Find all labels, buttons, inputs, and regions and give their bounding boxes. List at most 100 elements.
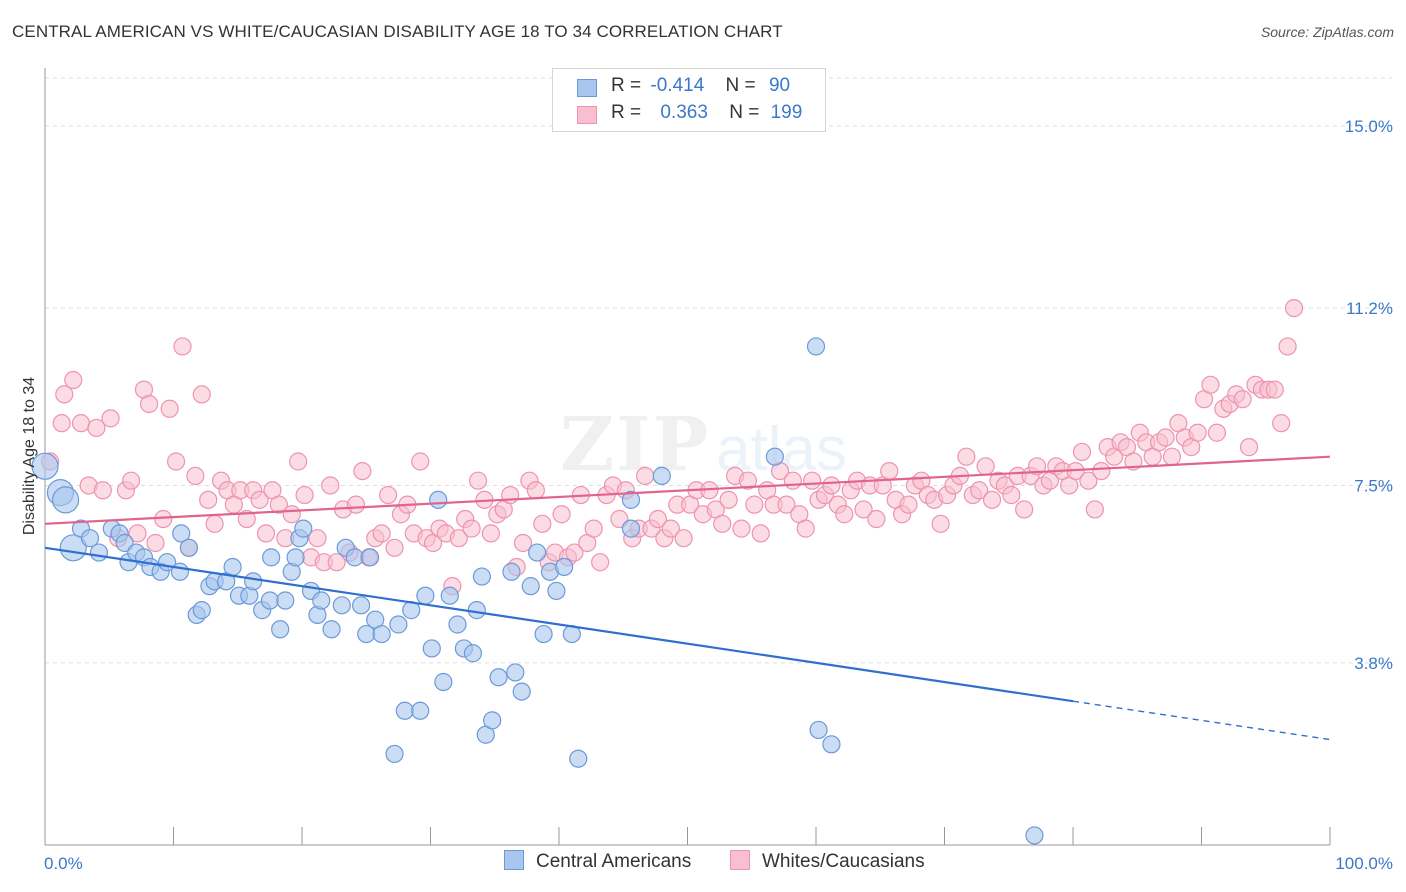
data-point-central-americans: [170, 562, 190, 581]
data-point-central-americans: [528, 543, 547, 562]
bottom-legend-label: Central Americans: [536, 851, 692, 872]
data-point-whites-caucasians: [501, 485, 520, 505]
data-point-whites-caucasians: [250, 490, 269, 509]
data-point-whites-caucasians: [777, 495, 796, 514]
legend-swatch-pink: [577, 106, 597, 124]
data-point-whites-caucasians: [1085, 500, 1104, 519]
data-point-central-americans: [422, 639, 441, 658]
bottom-legend-whites-caucasians: Whites/Caucasians: [730, 850, 925, 873]
stats-legend: R = -0.414 N = 90 R = 0.363 N = 199: [552, 68, 826, 132]
source-label: Source: ZipAtlas.com: [1260, 24, 1394, 40]
data-point-whites-caucasians: [71, 414, 91, 433]
legend-r-value: 0.363: [660, 102, 708, 123]
data-point-whites-caucasians: [1233, 390, 1252, 409]
data-point-central-americans: [395, 701, 414, 720]
data-point-central-americans: [89, 543, 109, 562]
data-point-whites-caucasians: [565, 543, 584, 562]
data-point-central-americans: [223, 557, 242, 577]
data-point-whites-caucasians: [186, 466, 205, 485]
data-point-whites-caucasians: [719, 490, 738, 509]
central-americans-points: [31, 337, 1044, 845]
data-point-central-americans: [192, 601, 211, 620]
data-point-whites-caucasians: [295, 485, 314, 505]
bottom-legend-swatch-blue: [504, 850, 524, 870]
data-point-whites-caucasians: [931, 514, 950, 533]
data-point-whites-caucasians: [385, 538, 404, 557]
data-point-whites-caucasians: [1015, 500, 1034, 519]
legend-n-label: N =: [729, 102, 760, 123]
chart-title: CENTRAL AMERICAN VS WHITE/CAUCASIAN DISA…: [12, 22, 783, 41]
data-point-whites-caucasians: [982, 490, 1002, 509]
data-point-whites-caucasians: [552, 505, 571, 524]
legend-n-value: 90: [768, 75, 791, 96]
data-point-whites-caucasians: [533, 514, 552, 533]
data-point-whites-caucasians: [1278, 337, 1297, 356]
data-point-central-americans: [312, 591, 331, 610]
trend-line-central-americans-extension: [1072, 700, 1331, 741]
data-point-central-americans: [440, 586, 459, 605]
data-point-whites-caucasians: [87, 418, 106, 438]
data-point-whites-caucasians: [237, 509, 256, 529]
data-point-whites-caucasians: [854, 500, 873, 519]
data-point-central-americans: [51, 486, 80, 514]
data-point-whites-caucasians: [899, 495, 918, 514]
data-point-whites-caucasians: [121, 471, 141, 490]
legend-r-value: -0.414: [650, 75, 705, 96]
data-point-central-americans: [294, 519, 313, 538]
data-point-whites-caucasians: [526, 481, 545, 500]
data-point-central-americans: [506, 663, 525, 682]
data-point-whites-caucasians: [139, 394, 159, 414]
data-point-central-americans: [260, 591, 279, 610]
data-point-whites-caucasians: [449, 529, 468, 548]
data-point-whites-caucasians: [1265, 380, 1284, 399]
data-point-whites-caucasians: [353, 461, 372, 481]
data-point-whites-caucasians: [822, 476, 841, 495]
data-point-central-americans: [521, 577, 540, 596]
data-point-central-americans: [322, 620, 341, 639]
data-point-whites-caucasians: [1079, 471, 1098, 490]
data-point-whites-caucasians: [1239, 438, 1259, 457]
data-point-whites-caucasians: [64, 370, 83, 390]
data-point-central-americans: [555, 557, 574, 577]
data-point-whites-caucasians: [1272, 414, 1291, 433]
bottom-legend-central-americans: Central Americans: [504, 850, 691, 873]
data-point-central-americans: [1025, 826, 1044, 845]
data-point-whites-caucasians: [745, 495, 764, 514]
data-point-whites-caucasians: [635, 466, 655, 485]
trend-lines: [44, 455, 1331, 741]
data-point-whites-caucasians: [1156, 428, 1175, 447]
data-point-whites-caucasians: [93, 481, 112, 500]
data-point-central-americans: [569, 749, 588, 768]
data-point-central-americans: [332, 596, 351, 615]
data-point-whites-caucasians: [1284, 299, 1304, 318]
data-point-whites-caucasians: [1162, 447, 1182, 466]
bottom-legend-label: Whites/Caucasians: [762, 851, 925, 872]
y-tick-label: 15.0%: [1345, 117, 1393, 136]
data-point-central-americans: [806, 337, 826, 356]
data-point-whites-caucasians: [378, 485, 398, 505]
data-point-whites-caucasians: [55, 385, 74, 404]
data-point-whites-caucasians: [289, 452, 308, 471]
data-point-whites-caucasians: [957, 447, 976, 466]
data-point-central-americans: [372, 624, 391, 644]
data-point-whites-caucasians: [1092, 461, 1111, 481]
data-point-whites-caucasians: [192, 385, 211, 404]
data-point-whites-caucasians: [803, 471, 822, 490]
data-point-central-americans: [489, 668, 508, 687]
legend-n-label: N =: [725, 75, 756, 96]
data-point-whites-caucasians: [269, 495, 288, 514]
legend-swatch-blue: [577, 79, 597, 97]
data-point-central-americans: [271, 620, 290, 639]
data-point-whites-caucasians: [101, 409, 120, 428]
data-point-central-americans: [467, 601, 486, 620]
data-point-whites-caucasians: [468, 471, 488, 490]
data-point-whites-caucasians: [128, 524, 147, 543]
legend-r-label: R =: [611, 102, 642, 123]
data-point-central-americans: [345, 548, 364, 567]
data-point-whites-caucasians: [205, 514, 224, 533]
data-point-central-americans: [411, 701, 430, 720]
data-point-whites-caucasians: [1207, 423, 1227, 442]
data-point-whites-caucasians: [976, 457, 995, 476]
data-point-central-americans: [59, 534, 87, 562]
data-point-whites-caucasians: [481, 524, 500, 543]
